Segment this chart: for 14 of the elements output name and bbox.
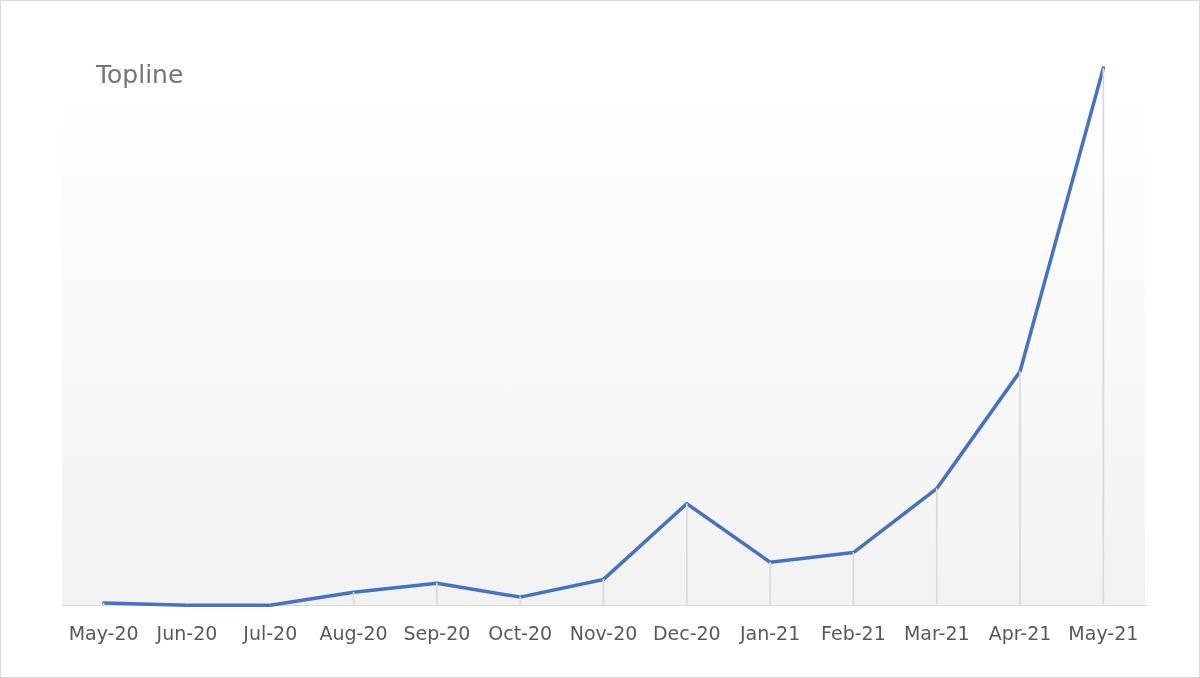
x-tick-label: Oct-20 (488, 621, 553, 644)
chart-title: Topline (96, 60, 184, 90)
x-tick-label: Aug-20 (319, 621, 388, 644)
x-tick-label: Jul-20 (242, 621, 298, 644)
x-tick-label: Jun-20 (155, 621, 218, 644)
x-tick-label: Feb-21 (821, 621, 886, 644)
x-tick-label: Jan-21 (738, 621, 801, 644)
x-tick-label: Nov-20 (569, 621, 638, 644)
x-tick-label: May-21 (1068, 621, 1139, 644)
x-tick-label: Apr-21 (988, 621, 1052, 644)
x-tick-label: Mar-21 (903, 621, 970, 644)
x-tick-label: Dec-20 (652, 621, 721, 644)
x-tick-label: May-20 (68, 621, 139, 644)
x-tick-label: Sep-20 (403, 621, 471, 644)
